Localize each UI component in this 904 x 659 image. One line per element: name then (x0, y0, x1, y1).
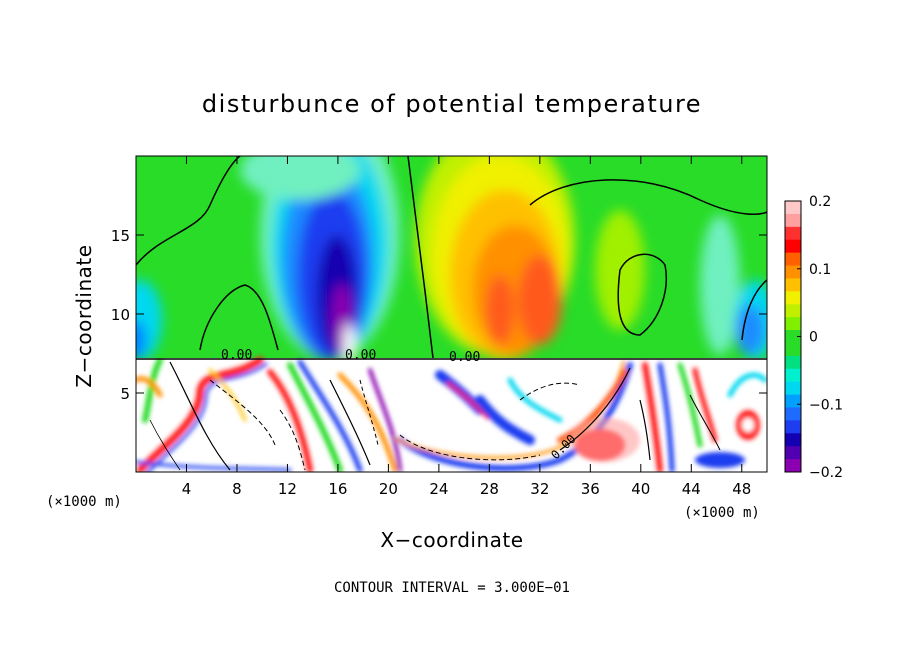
colorbar-band (785, 213, 801, 228)
colorbar-band (785, 239, 801, 254)
x-tick-label: 48 (732, 480, 751, 498)
colorbar-band (785, 330, 801, 344)
x-tick-label: 44 (682, 480, 701, 498)
colorbar-band (785, 226, 801, 241)
colorbar-tick-label: 0 (809, 330, 818, 346)
colorbar-band (785, 433, 801, 447)
heatmap-field: 0.00 0.00 0.00 0.00 (136, 156, 767, 472)
x-tick-label: 16 (328, 480, 347, 498)
x-tick-label: 40 (631, 480, 650, 498)
x-tick-label: 12 (278, 480, 297, 498)
contour-label: 0.00 (221, 348, 252, 363)
lower-layer-structures (136, 356, 767, 472)
colorbar-tick-label: 0.2 (809, 194, 831, 210)
colorbar-band (785, 278, 801, 292)
x-unit-right: (×1000 m) (684, 505, 760, 521)
colorbar-band (785, 317, 801, 331)
colorbar-band (785, 459, 801, 473)
colorbar-band (785, 265, 801, 279)
chart-title: disturbunce of potential temperature (202, 90, 702, 118)
x-unit-left: (×1000 m) (46, 494, 122, 510)
colorbar-band (785, 381, 801, 396)
x-axis-ticks: 4 8 12 16 20 24 28 32 36 40 44 48 (182, 156, 751, 498)
colorbar-band (785, 304, 801, 318)
colorbar-band (785, 291, 801, 305)
contour-label: 0.00 (449, 350, 480, 365)
y-axis-label: Z−coordinate (72, 244, 96, 387)
x-tick-label: 4 (182, 480, 192, 498)
y-tick-label: 10 (111, 306, 130, 324)
x-tick-label: 28 (480, 480, 499, 498)
colorbar-tick-label: −0.1 (809, 397, 843, 413)
y-tick-label: 15 (111, 227, 130, 245)
x-axis-label: X−coordinate (380, 528, 523, 552)
colorbar-tick-label: 0.1 (809, 262, 831, 278)
x-tick-label: 24 (429, 480, 448, 498)
y-axis-ticks: 5 10 15 (111, 227, 767, 403)
contour-lines (136, 156, 767, 471)
colorbar-band (785, 368, 801, 383)
colorbar-band (785, 407, 801, 421)
x-tick-label: 36 (581, 480, 600, 498)
x-tick-label: 32 (530, 480, 549, 498)
colorbar-tick-label: −0.2 (809, 465, 843, 481)
upper-layer-anomalies (136, 156, 767, 367)
x-tick-label: 20 (379, 480, 398, 498)
contour-interval-note: CONTOUR INTERVAL = 3.000E−01 (334, 580, 570, 596)
x-tick-label: 8 (232, 480, 242, 498)
colorbar-band (785, 342, 801, 357)
y-tick-label: 5 (120, 385, 130, 403)
contour-label: 0.00 (345, 348, 376, 363)
colorbar-band (785, 420, 801, 434)
colorbar: 0.2 0.1 0 −0.1 −0.2 (784, 194, 843, 481)
colorbar-band (785, 394, 801, 408)
colorbar-band (785, 446, 801, 460)
colorbar-band (785, 252, 801, 267)
colorbar-band (785, 355, 801, 370)
colorbar-band (785, 201, 801, 215)
